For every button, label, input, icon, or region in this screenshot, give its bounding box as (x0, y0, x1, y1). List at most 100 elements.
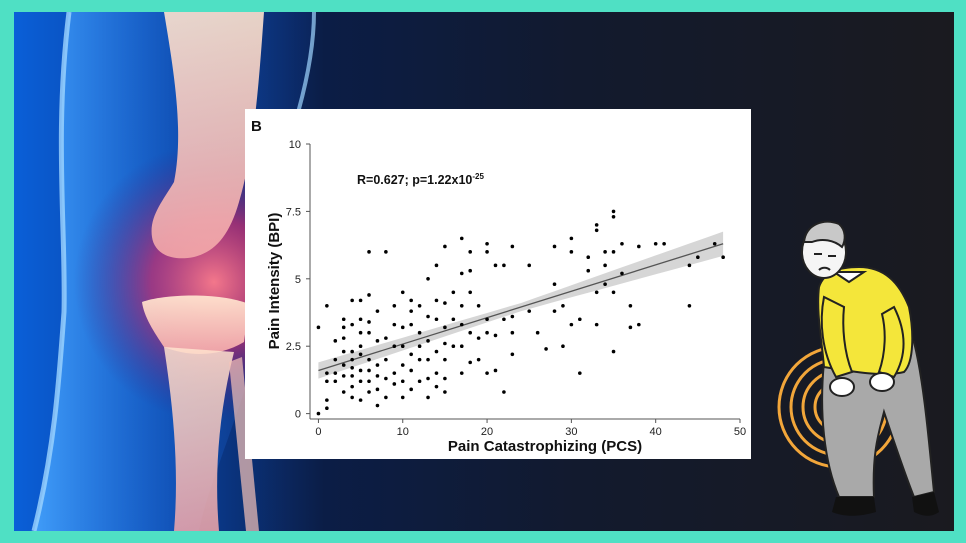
data-point (603, 282, 607, 286)
data-point (333, 357, 338, 362)
data-point (611, 250, 616, 254)
data-point (637, 244, 641, 249)
data-point (384, 395, 388, 400)
data-point (375, 374, 380, 378)
data-point (434, 384, 439, 389)
dark-background-panel: B 0 10 20 30 40 50 0 2.5 5 7.5 10 R=0.627; p=1.22x… (14, 12, 954, 531)
data-point (358, 298, 363, 303)
data-point (459, 322, 464, 327)
data-point (392, 322, 397, 327)
x-tick-label: 40 (650, 426, 662, 438)
data-point (417, 330, 422, 335)
data-point (552, 282, 557, 286)
data-point (578, 317, 582, 322)
elderly-man-knee-pain-illustration (777, 220, 939, 516)
data-point (367, 390, 371, 394)
data-point (620, 241, 624, 246)
data-point (443, 325, 447, 330)
data-point (443, 301, 447, 305)
data-point (384, 336, 388, 340)
data-point (434, 317, 439, 322)
data-point (426, 357, 430, 362)
data-point (485, 241, 489, 246)
data-point (662, 241, 666, 246)
data-point (350, 322, 354, 327)
data-point (384, 250, 388, 254)
data-point (476, 336, 481, 340)
data-point (400, 344, 405, 349)
data-point (468, 290, 472, 295)
data-point (400, 363, 405, 367)
data-point (341, 363, 346, 367)
data-point (493, 368, 498, 373)
data-point (561, 344, 565, 349)
data-point (586, 255, 591, 260)
data-point (341, 390, 346, 394)
data-point (367, 250, 371, 254)
data-point (569, 236, 574, 241)
data-point (468, 360, 472, 365)
data-point (417, 303, 422, 308)
data-point (350, 365, 354, 370)
data-point (358, 344, 363, 349)
data-point (443, 341, 447, 346)
data-point (611, 290, 616, 295)
scatter-plot-card: B 0 10 20 30 40 50 0 2.5 5 7.5 10 R=0.627; p=1.22x… (245, 109, 751, 459)
data-point (535, 330, 540, 335)
data-point (493, 263, 498, 268)
data-point (409, 298, 413, 303)
data-point (341, 374, 346, 378)
data-point (316, 325, 321, 330)
data-point (443, 376, 447, 381)
data-point (417, 344, 422, 349)
data-point (459, 271, 464, 276)
data-point (476, 303, 481, 308)
data-point (384, 357, 388, 362)
data-point (358, 330, 363, 335)
data-point (485, 330, 489, 335)
data-point (392, 371, 397, 375)
data-point (350, 298, 354, 303)
data-point (392, 303, 397, 308)
data-point (409, 322, 413, 327)
confidence-band-area (318, 231, 724, 379)
data-point (417, 379, 422, 384)
data-point (620, 271, 624, 276)
data-point (552, 309, 557, 313)
data-point (325, 406, 329, 411)
data-point (493, 333, 498, 338)
data-point (569, 322, 574, 327)
correlation-annotation: R=0.627; p=1.22x10-25 (357, 172, 484, 187)
data-point (502, 317, 506, 322)
data-point (426, 395, 430, 400)
data-point (316, 411, 321, 416)
data-point (426, 339, 430, 343)
data-point (341, 325, 346, 330)
data-point (696, 255, 700, 260)
data-point (350, 349, 354, 354)
data-point (485, 371, 489, 375)
data-point (409, 368, 413, 373)
data-point (325, 398, 329, 402)
data-point (712, 241, 717, 246)
y-tick-label: 7.5 (286, 206, 301, 218)
data-point (502, 390, 506, 394)
data-point (400, 379, 405, 384)
data-point (426, 314, 430, 319)
data-point (367, 379, 371, 384)
data-point (434, 349, 439, 354)
data-point (569, 250, 574, 254)
data-point (502, 263, 506, 268)
data-point (485, 317, 489, 322)
panel-label: B (251, 118, 262, 135)
data-point (476, 357, 481, 362)
data-point (417, 357, 422, 362)
y-tick-label: 0 (295, 409, 301, 421)
data-point (611, 209, 616, 214)
data-point (459, 344, 464, 349)
y-axis-label: Pain Intensity (BPI) (266, 213, 283, 350)
x-tick-label: 0 (315, 426, 321, 438)
data-point (687, 263, 692, 268)
data-point (409, 387, 413, 392)
